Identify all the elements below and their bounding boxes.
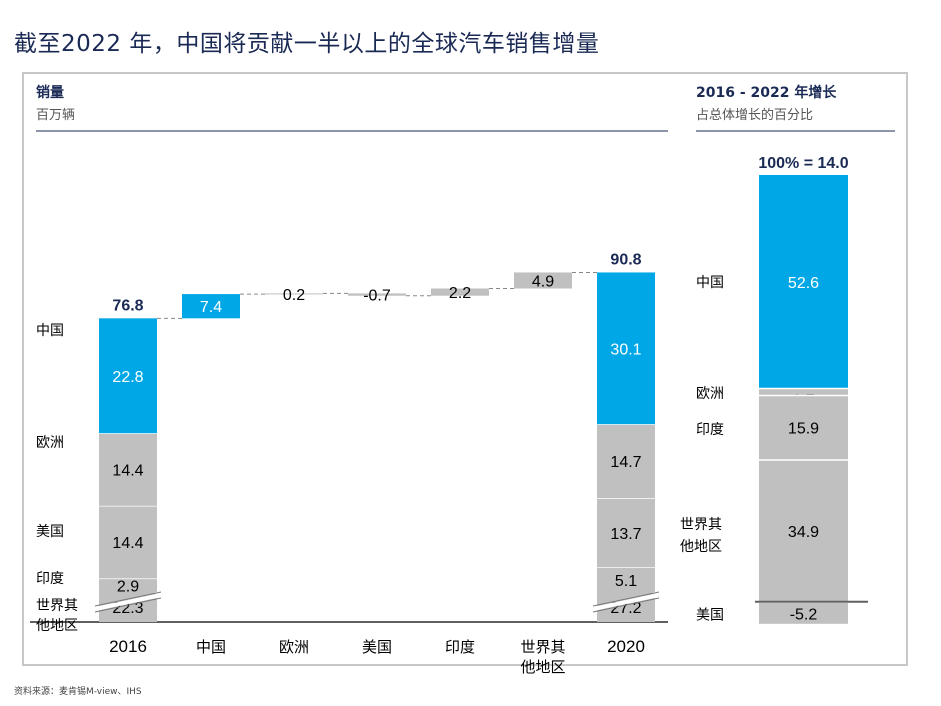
end-label-中国: 30.1 bbox=[610, 341, 641, 358]
start-label-美国: 14.4 bbox=[112, 535, 143, 552]
growth-bar-印度 bbox=[759, 395, 848, 461]
start-axis-break bbox=[94, 593, 162, 611]
start-bar-欧洲 bbox=[99, 433, 157, 506]
growth-panel-unit: 占总体增长的百分比 bbox=[696, 107, 813, 123]
region-label: 世界其他地区 bbox=[36, 598, 78, 634]
start-axis-break-line-b bbox=[94, 597, 162, 613]
end-axis-break-line-b bbox=[592, 597, 660, 613]
end-label-印度: 5.1 bbox=[615, 573, 637, 590]
chart-frame bbox=[22, 72, 908, 666]
delta-bar-世界其他地区 bbox=[514, 272, 572, 289]
delta-label-欧洲: 0.2 bbox=[283, 287, 305, 304]
x-tick-label: 2020 bbox=[607, 637, 645, 656]
growth-bar-美国 bbox=[759, 602, 848, 624]
page-title: 截至2022 年，中国将贡献一半以上的全球汽车销售增量 bbox=[14, 31, 600, 57]
growth-region-label: 世界其他地区 bbox=[680, 517, 722, 555]
growth-label-印度: 15.9 bbox=[788, 421, 819, 438]
end-bar-中国 bbox=[597, 272, 655, 425]
start-bar-印度 bbox=[99, 578, 157, 593]
end-axis-break-line-a bbox=[592, 591, 660, 607]
start-total-label: 76.8 bbox=[112, 297, 143, 314]
end-total-label: 90.8 bbox=[610, 251, 641, 268]
region-label: 印度 bbox=[36, 571, 64, 587]
region-label: 中国 bbox=[36, 323, 64, 339]
growth-region-label: 欧洲 bbox=[696, 386, 724, 402]
end-axis-break bbox=[592, 593, 660, 611]
delta-bar-印度 bbox=[431, 288, 489, 296]
start-label-印度: 2.9 bbox=[117, 579, 139, 596]
delta-bar-美国 bbox=[348, 293, 406, 296]
start-bar-中国 bbox=[99, 318, 157, 434]
region-label: 欧洲 bbox=[36, 435, 64, 451]
growth-panel-title: 2016 - 2022 年增长 bbox=[696, 84, 837, 101]
source-note: 资料来源：麦肯锡M-view、IHS bbox=[14, 687, 142, 697]
end-bar-印度 bbox=[597, 567, 655, 593]
growth-label-美国: -5.2 bbox=[790, 606, 818, 623]
delta-label-美国: -0.7 bbox=[363, 288, 391, 305]
delta-label-中国: 7.4 bbox=[200, 299, 222, 316]
start-label-欧洲: 14.4 bbox=[112, 463, 143, 480]
growth-bar-世界其他地区 bbox=[759, 460, 848, 602]
x-tick-label: 中国 bbox=[196, 638, 226, 656]
start-bar-美国 bbox=[99, 505, 157, 579]
delta-label-印度: 2.2 bbox=[449, 285, 471, 302]
x-tick-label: 2016 bbox=[109, 637, 147, 656]
start-label-中国: 22.8 bbox=[112, 369, 143, 386]
end-bar-欧洲 bbox=[597, 424, 655, 499]
waterfall-panel-unit: 百万辆 bbox=[36, 108, 75, 123]
end-label-欧洲: 14.7 bbox=[610, 454, 641, 471]
growth-label-中国: 52.6 bbox=[788, 275, 819, 292]
delta-bar-欧洲 bbox=[265, 293, 323, 295]
end-label-美国: 13.7 bbox=[610, 526, 641, 543]
region-label: 美国 bbox=[36, 524, 64, 540]
waterfall-panel-title: 销量 bbox=[36, 84, 64, 101]
delta-label-世界其他地区: 4.9 bbox=[532, 273, 554, 290]
growth-region-label: 中国 bbox=[696, 275, 724, 291]
x-tick-label: 欧洲 bbox=[279, 638, 309, 656]
growth-region-label: 美国 bbox=[696, 607, 724, 623]
growth-label-世界其他地区: 34.9 bbox=[788, 524, 819, 541]
x-tick-label: 世界其他地区 bbox=[520, 638, 565, 676]
x-tick-label: 美国 bbox=[362, 638, 392, 656]
x-tick-label: 印度 bbox=[445, 638, 475, 656]
delta-bar-中国 bbox=[182, 294, 240, 319]
growth-region-label: 印度 bbox=[696, 422, 724, 438]
start-axis-break-line-a bbox=[94, 591, 162, 607]
growth-total-label: 100% = 14.0 bbox=[758, 155, 848, 172]
end-bar-美国 bbox=[597, 498, 655, 568]
growth-bar-中国 bbox=[759, 175, 848, 389]
